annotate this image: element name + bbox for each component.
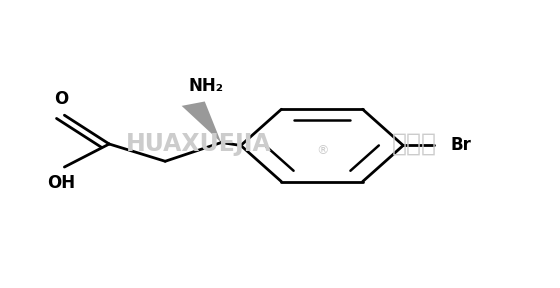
Text: 化学加: 化学加 bbox=[392, 132, 437, 156]
Text: ®: ® bbox=[316, 144, 328, 157]
Text: OH: OH bbox=[48, 174, 76, 192]
Text: Br: Br bbox=[451, 137, 472, 154]
Text: NH₂: NH₂ bbox=[188, 77, 223, 95]
Text: HUAXUEJIA: HUAXUEJIA bbox=[126, 132, 272, 156]
Polygon shape bbox=[181, 101, 221, 143]
Text: O: O bbox=[54, 90, 69, 108]
